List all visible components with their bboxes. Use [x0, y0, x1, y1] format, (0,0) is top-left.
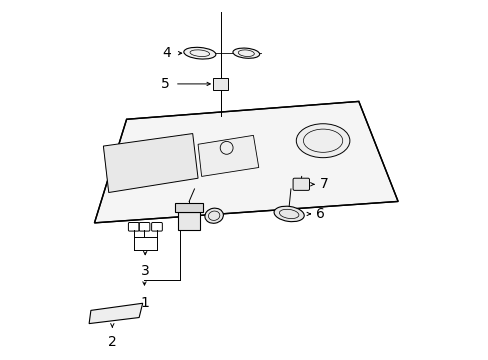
FancyBboxPatch shape — [213, 78, 228, 90]
FancyBboxPatch shape — [292, 178, 309, 190]
Text: 6: 6 — [315, 207, 324, 221]
Ellipse shape — [232, 48, 259, 58]
Ellipse shape — [204, 208, 223, 223]
Polygon shape — [94, 102, 397, 223]
Text: 4: 4 — [162, 46, 171, 60]
Polygon shape — [89, 303, 142, 324]
Text: 1: 1 — [140, 296, 149, 310]
Ellipse shape — [296, 124, 349, 158]
Text: 2: 2 — [108, 336, 117, 350]
Text: 7: 7 — [319, 177, 327, 191]
Ellipse shape — [183, 47, 215, 59]
Text: 3: 3 — [141, 264, 149, 278]
Polygon shape — [103, 134, 198, 193]
Polygon shape — [178, 212, 200, 230]
Polygon shape — [198, 135, 258, 176]
Polygon shape — [175, 203, 203, 212]
Ellipse shape — [273, 206, 304, 222]
Text: 5: 5 — [161, 77, 169, 91]
